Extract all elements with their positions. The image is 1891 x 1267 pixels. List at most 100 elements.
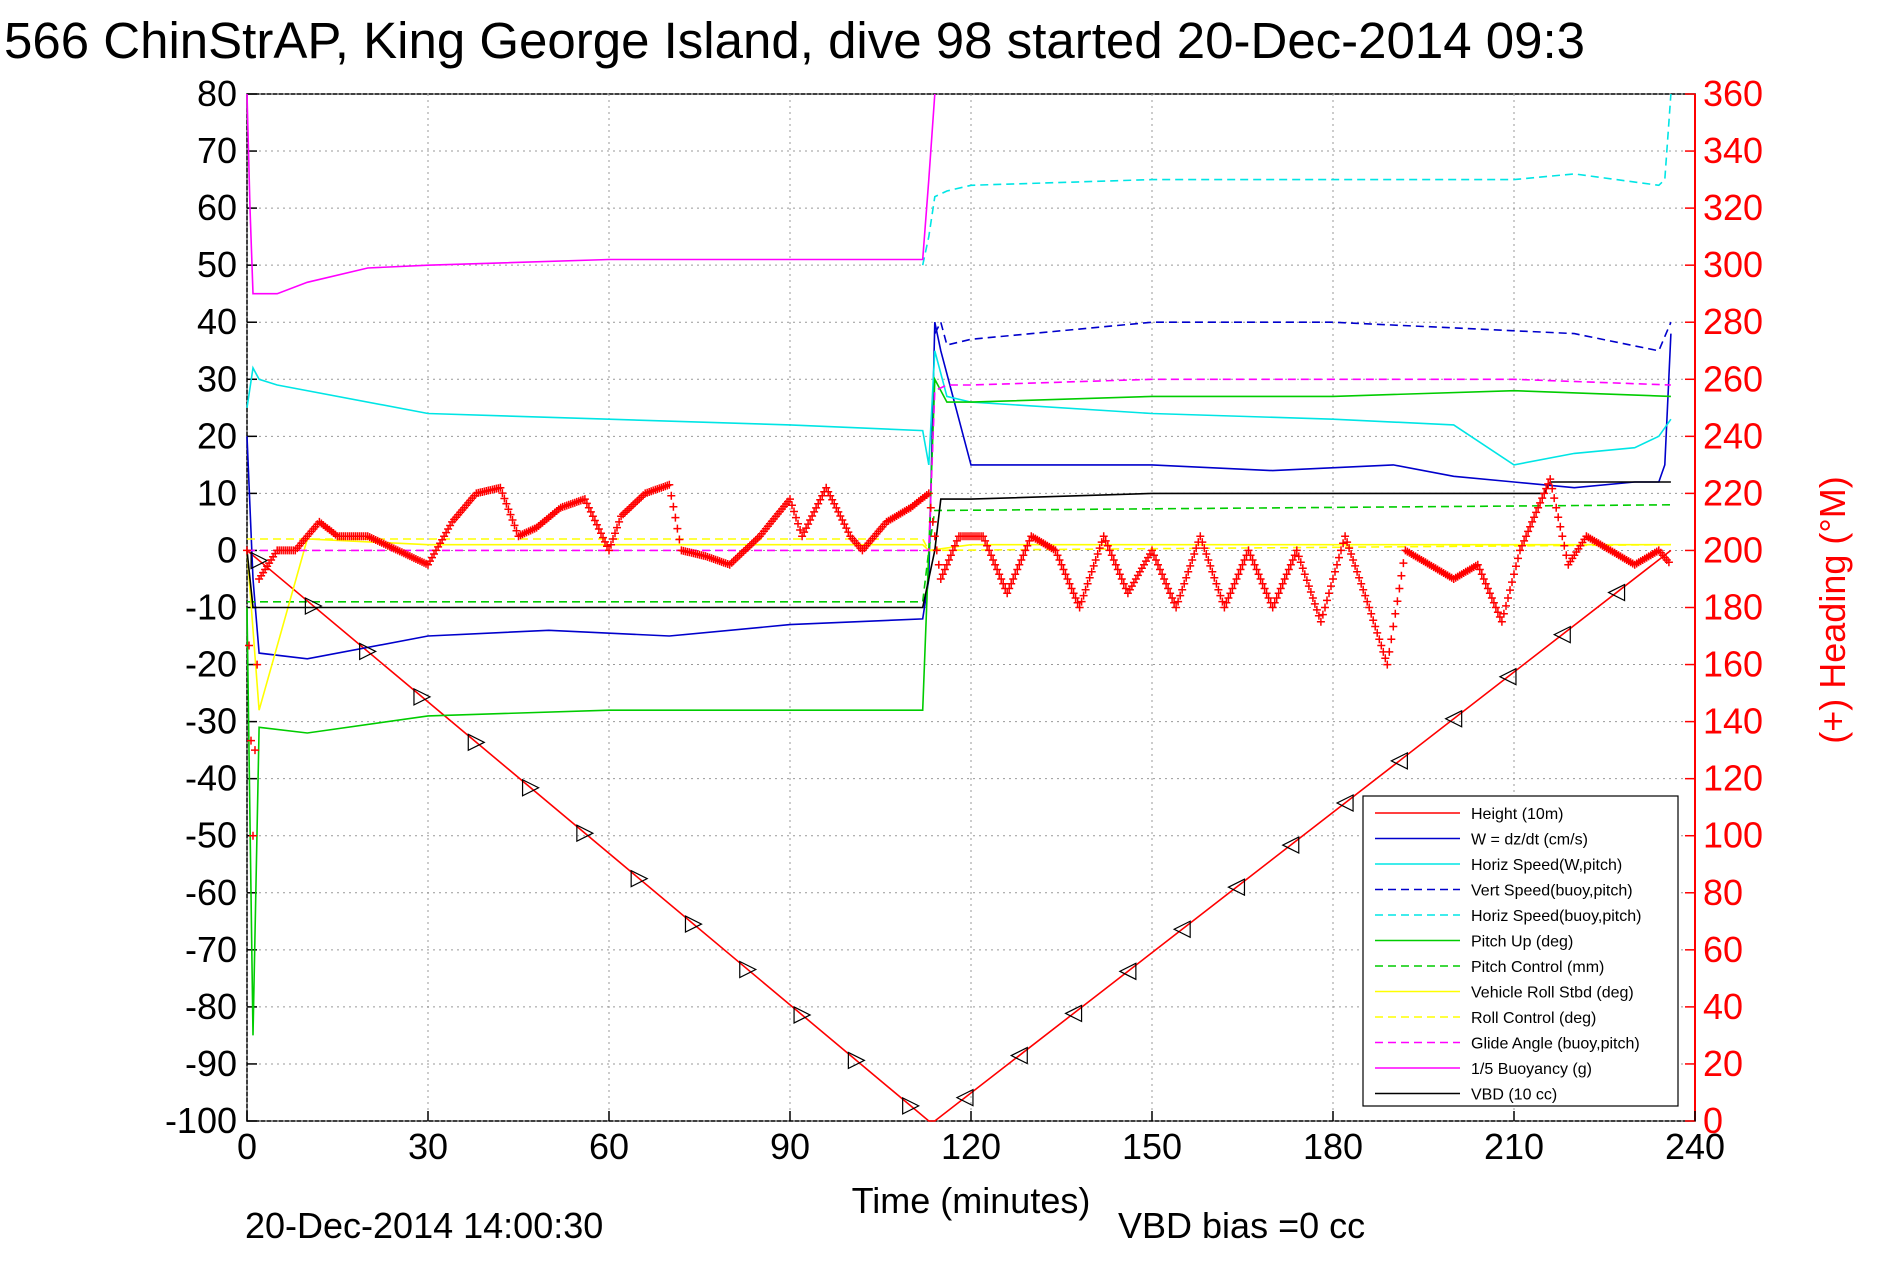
legend-label: Height (10m) — [1471, 806, 1563, 823]
y2-tick-label: 120 — [1703, 758, 1763, 799]
series-line-10 — [246, 93, 936, 295]
y-tick-label: -80 — [185, 986, 237, 1027]
height-marker — [1227, 878, 1246, 897]
x-tick-label: 240 — [1665, 1126, 1725, 1167]
y2-tick-label: 0 — [1703, 1100, 1723, 1141]
height-marker — [847, 1051, 866, 1070]
height-marker — [1498, 667, 1517, 686]
series-line-8 — [247, 538, 1671, 552]
footer-vbd-bias: VBD bias =0 cc — [1118, 1205, 1365, 1246]
y-tick-label: 10 — [197, 472, 237, 513]
legend-box — [1362, 795, 1679, 1107]
y2-tick-label: 180 — [1703, 587, 1763, 628]
y-tick-label: -60 — [185, 872, 237, 913]
x-tick-label: 30 — [408, 1126, 448, 1167]
y-tick-label: -10 — [185, 587, 237, 628]
heading-markers — [243, 475, 1673, 840]
y-tick-label: -100 — [165, 1100, 237, 1141]
height-marker — [1172, 920, 1191, 939]
series-line-2 — [246, 350, 1672, 466]
y2-tick-label: 40 — [1703, 986, 1743, 1027]
height-marker — [1281, 836, 1300, 855]
x-tick-label: 180 — [1303, 1126, 1363, 1167]
legend-label: Horiz Speed(W,pitch) — [1471, 857, 1622, 874]
y2-axis-label: (+) Heading (°M) — [1812, 476, 1853, 743]
x-tick-label: 120 — [941, 1126, 1001, 1167]
legend-label: Pitch Control (mm) — [1471, 959, 1604, 976]
height-marker — [1009, 1046, 1028, 1065]
series-line-3 — [934, 320, 1672, 352]
height-marker — [576, 824, 595, 843]
y-tick-label: -90 — [185, 1043, 237, 1084]
height-marker — [1390, 751, 1408, 770]
series-line-11 — [246, 481, 1671, 609]
height-marker — [902, 1096, 921, 1115]
y2-tick-label: 320 — [1703, 187, 1763, 228]
legend-label: Vert Speed(buoy,pitch) — [1471, 883, 1633, 900]
height-marker — [739, 960, 758, 979]
height-marker — [413, 687, 432, 706]
series-line-5 — [246, 376, 1671, 1036]
y2-tick-label: 160 — [1703, 644, 1763, 685]
legend-label: Roll Control (deg) — [1471, 1010, 1596, 1027]
y-tick-label: -50 — [185, 815, 237, 856]
y2-tick-label: 360 — [1703, 73, 1763, 114]
x-tick-label: 0 — [237, 1126, 257, 1167]
height-marker — [467, 733, 486, 752]
y2-tick-label: 200 — [1703, 529, 1763, 570]
y2-tick-label: 300 — [1703, 244, 1763, 285]
height-marker — [1552, 625, 1571, 644]
height-marker — [793, 1005, 812, 1024]
y2-tick-label: 140 — [1703, 701, 1763, 742]
y-tick-label: -20 — [185, 644, 237, 685]
y2-tick-label: 220 — [1703, 472, 1763, 513]
height-marker — [521, 778, 540, 797]
x-tick-label: 150 — [1122, 1126, 1182, 1167]
y-tick-label: 0 — [217, 529, 237, 570]
left-axis: 80 70 60 50 40 30 20 10 0 -10 -20 -30 -40 -50 -60 -70 -8… — [165, 73, 257, 1141]
legend-label: Glide Angle (buoy,pitch) — [1471, 1036, 1640, 1053]
height-marker — [955, 1088, 974, 1107]
height-marker — [1444, 709, 1463, 728]
footer-timestamp: 20-Dec-2014 14:00:30 — [245, 1205, 603, 1246]
y2-tick-label: 60 — [1703, 929, 1743, 970]
y-tick-label: 50 — [197, 244, 237, 285]
series-line-9 — [247, 378, 1671, 552]
y2-tick-label: 240 — [1703, 415, 1763, 456]
y-tick-label: 60 — [197, 187, 237, 228]
y2-tick-label: 80 — [1703, 872, 1743, 913]
height-marker — [1064, 1004, 1083, 1023]
series-layer — [246, 93, 1672, 1122]
x-tick-label: 60 — [589, 1126, 629, 1167]
y2-tick-label: 20 — [1703, 1043, 1743, 1084]
legend-label: W = dz/dt (cm/s) — [1471, 832, 1588, 849]
legend-label: 1/5 Buoyancy (g) — [1471, 1061, 1592, 1078]
series-line-4 — [921, 93, 1672, 266]
height-marker — [359, 642, 378, 661]
legend-label: Vehicle Roll Stbd (deg) — [1471, 985, 1634, 1002]
y-tick-label: 20 — [197, 415, 237, 456]
y-tick-label: -30 — [185, 701, 237, 742]
legend-label: Pitch Up (deg) — [1471, 934, 1573, 951]
x-axis-label: Time (minutes) — [852, 1180, 1091, 1221]
y-tick-label: 40 — [197, 301, 237, 342]
y-tick-label: -70 — [185, 929, 237, 970]
y-tick-label: 80 — [197, 73, 237, 114]
x-tick-label: 90 — [770, 1126, 810, 1167]
legend: Height (10m) W = dz/dt (cm/s) Horiz Speed(… — [1362, 795, 1679, 1107]
y2-tick-label: 280 — [1703, 301, 1763, 342]
height-marker — [1118, 962, 1137, 981]
y-tick-label: -40 — [185, 758, 237, 799]
series-line-1 — [246, 322, 1672, 660]
y2-tick-label: 100 — [1703, 815, 1763, 856]
y2-tick-label: 340 — [1703, 130, 1763, 171]
height-marker — [630, 869, 649, 888]
x-tick-label: 210 — [1484, 1126, 1544, 1167]
y2-tick-label: 260 — [1703, 358, 1763, 399]
right-axis: 3603403203002802602402202001801601401201… — [1685, 73, 1763, 1141]
legend-label: VBD (10 cc) — [1471, 1087, 1557, 1104]
height-marker — [304, 597, 323, 615]
height-marker — [250, 551, 269, 570]
